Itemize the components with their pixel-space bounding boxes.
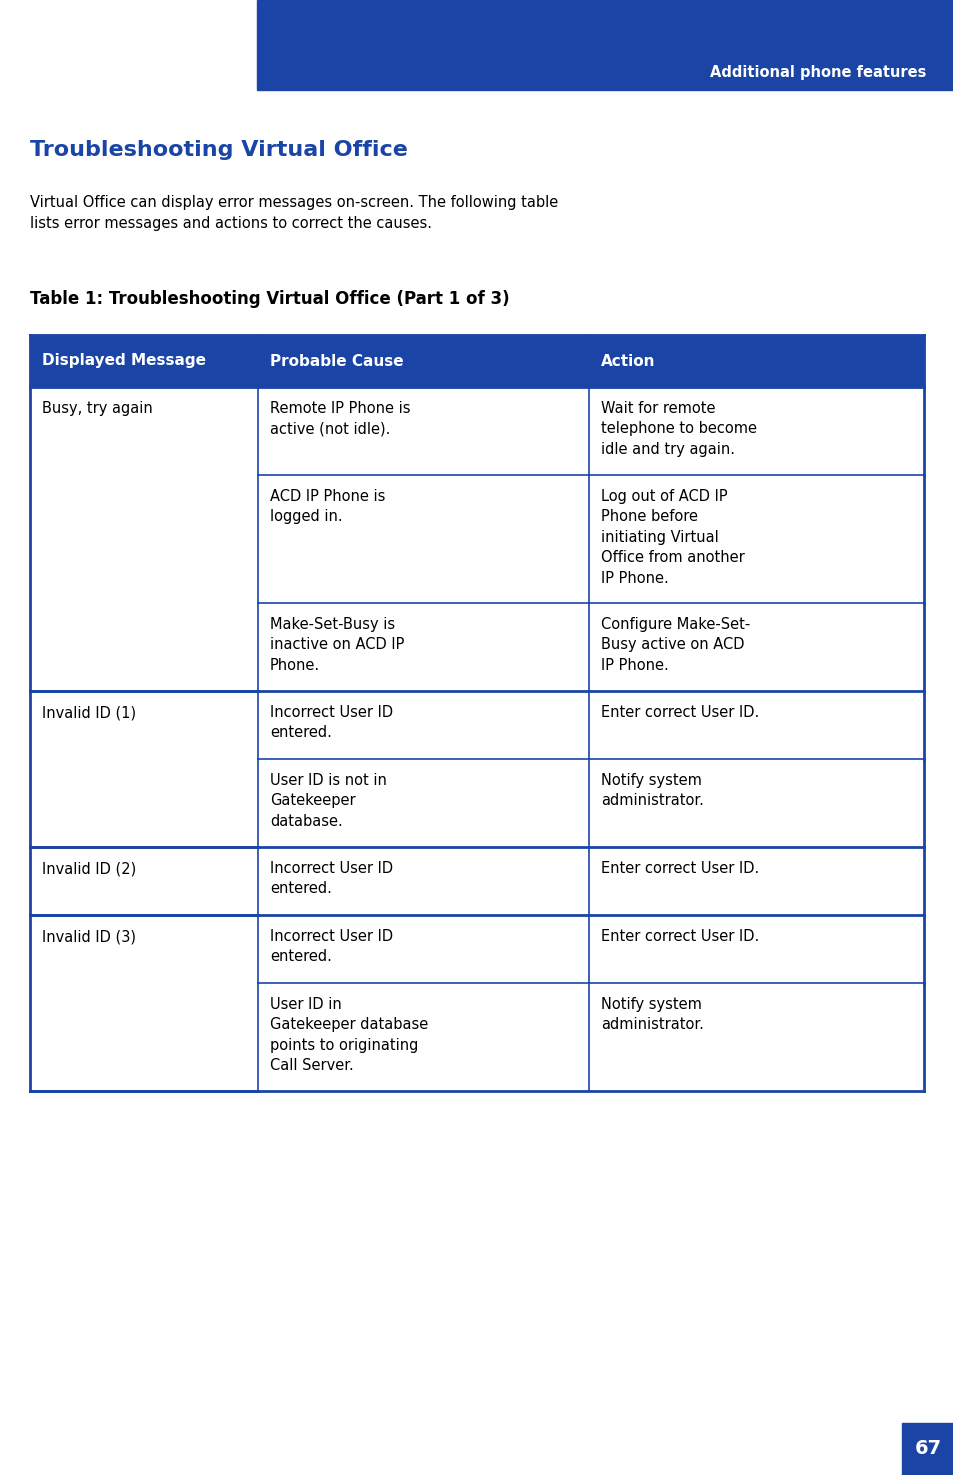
Bar xyxy=(588,914,923,982)
Bar xyxy=(588,690,923,760)
Text: 67: 67 xyxy=(914,1440,941,1459)
Text: Troubleshooting Virtual Office: Troubleshooting Virtual Office xyxy=(30,140,408,159)
Text: Invalid ID (2): Invalid ID (2) xyxy=(42,861,136,876)
Bar xyxy=(588,603,923,690)
Text: Remote IP Phone is
active (not idle).: Remote IP Phone is active (not idle). xyxy=(270,401,410,437)
Text: Probable Cause: Probable Cause xyxy=(270,354,403,369)
Text: Incorrect User ID
entered.: Incorrect User ID entered. xyxy=(270,861,393,897)
Bar xyxy=(901,1423,953,1475)
Text: Notify system
administrator.: Notify system administrator. xyxy=(600,773,703,808)
Bar xyxy=(30,914,257,1092)
Text: Make-Set-Busy is
inactive on ACD IP
Phone.: Make-Set-Busy is inactive on ACD IP Phon… xyxy=(270,617,404,673)
Bar xyxy=(30,690,257,847)
Text: Virtual Office can display error messages on-screen. The following table
lists e: Virtual Office can display error message… xyxy=(30,195,558,232)
Text: Additional phone features: Additional phone features xyxy=(709,65,925,80)
Bar xyxy=(30,335,923,386)
Text: Incorrect User ID
entered.: Incorrect User ID entered. xyxy=(270,705,393,740)
Bar xyxy=(257,760,588,847)
Text: User ID is not in
Gatekeeper
database.: User ID is not in Gatekeeper database. xyxy=(270,773,386,829)
Bar xyxy=(257,690,588,760)
Text: Busy, try again: Busy, try again xyxy=(42,401,152,416)
Text: Table 1: Troubleshooting Virtual Office (Part 1 of 3): Table 1: Troubleshooting Virtual Office … xyxy=(30,291,509,308)
Text: Log out of ACD IP
Phone before
initiating Virtual
Office from another
IP Phone.: Log out of ACD IP Phone before initiatin… xyxy=(600,490,743,586)
Bar xyxy=(30,847,257,914)
Bar xyxy=(256,0,953,90)
Text: Invalid ID (3): Invalid ID (3) xyxy=(42,929,136,944)
Text: Incorrect User ID
entered.: Incorrect User ID entered. xyxy=(270,929,393,965)
Text: Wait for remote
telephone to become
idle and try again.: Wait for remote telephone to become idle… xyxy=(600,401,756,457)
Text: Notify system
administrator.: Notify system administrator. xyxy=(600,997,703,1032)
Bar xyxy=(588,760,923,847)
Bar xyxy=(257,914,588,982)
Text: Configure Make-Set-
Busy active on ACD
IP Phone.: Configure Make-Set- Busy active on ACD I… xyxy=(600,617,749,673)
Bar xyxy=(588,982,923,1092)
Bar xyxy=(588,386,923,475)
Text: ACD IP Phone is
logged in.: ACD IP Phone is logged in. xyxy=(270,490,385,525)
Text: Enter correct User ID.: Enter correct User ID. xyxy=(600,705,759,720)
Text: Action: Action xyxy=(600,354,655,369)
Bar xyxy=(588,475,923,603)
Text: User ID in
Gatekeeper database
points to originating
Call Server.: User ID in Gatekeeper database points to… xyxy=(270,997,428,1074)
Bar xyxy=(257,982,588,1092)
Bar xyxy=(257,603,588,690)
Text: Enter correct User ID.: Enter correct User ID. xyxy=(600,929,759,944)
Text: Displayed Message: Displayed Message xyxy=(42,354,206,369)
Bar xyxy=(257,475,588,603)
Text: Enter correct User ID.: Enter correct User ID. xyxy=(600,861,759,876)
Bar xyxy=(588,847,923,914)
Bar xyxy=(257,386,588,475)
Text: Invalid ID (1): Invalid ID (1) xyxy=(42,705,136,720)
Bar xyxy=(257,847,588,914)
Bar xyxy=(30,386,257,690)
